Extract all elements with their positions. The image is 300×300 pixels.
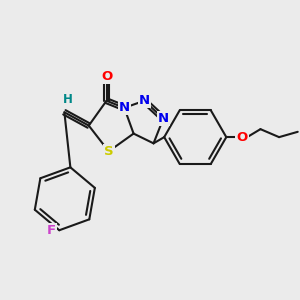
Text: O: O [101,70,112,83]
Text: H: H [63,93,73,106]
Text: N: N [158,112,169,125]
Text: S: S [104,145,114,158]
Text: F: F [47,224,56,237]
Text: O: O [236,130,248,144]
Text: N: N [119,101,130,114]
Text: N: N [139,94,150,107]
